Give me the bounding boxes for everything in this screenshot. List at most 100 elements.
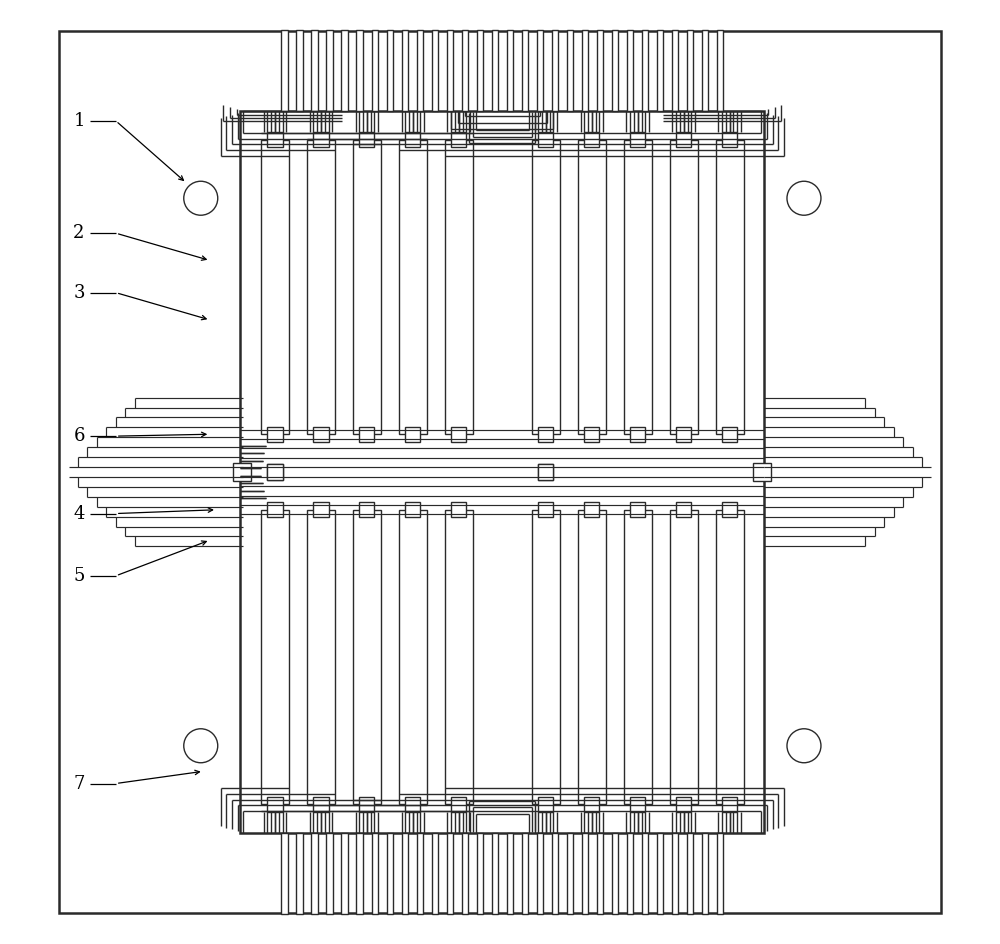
Bar (405, 502, 420, 517)
Bar (630, 797, 645, 812)
Bar (267, 132, 283, 147)
Bar (676, 132, 691, 147)
Bar (399, 140, 427, 434)
Bar (578, 510, 606, 804)
Bar (670, 140, 698, 434)
Bar (630, 502, 645, 517)
Bar (233, 463, 251, 481)
Bar (753, 463, 771, 481)
Bar (356, 833, 363, 914)
Bar (624, 140, 652, 434)
Bar (537, 833, 543, 914)
Bar (492, 833, 498, 914)
Bar (451, 427, 466, 442)
Bar (627, 30, 633, 111)
Bar (399, 510, 427, 804)
Bar (462, 833, 468, 914)
Bar (359, 797, 374, 812)
Bar (492, 30, 498, 111)
Bar (582, 833, 588, 914)
Bar (538, 464, 553, 480)
Bar (359, 132, 374, 147)
Bar (702, 30, 708, 111)
Bar (353, 140, 381, 434)
Bar (296, 833, 303, 914)
Bar (326, 833, 333, 914)
Bar (445, 510, 473, 804)
Bar (359, 427, 374, 442)
Bar (676, 427, 691, 442)
Bar (447, 30, 453, 111)
Bar (552, 833, 558, 914)
Text: 6: 6 (73, 427, 85, 446)
Bar (267, 464, 283, 480)
Bar (307, 510, 335, 804)
Bar (405, 132, 420, 147)
Bar (372, 833, 378, 914)
Bar (676, 502, 691, 517)
Bar (538, 502, 553, 517)
Bar (353, 510, 381, 804)
Bar (538, 427, 553, 442)
Bar (716, 510, 744, 804)
Bar (672, 833, 678, 914)
Bar (538, 132, 553, 147)
Bar (356, 30, 363, 111)
Bar (670, 510, 698, 804)
Bar (402, 833, 408, 914)
Bar (538, 797, 553, 812)
Bar (267, 797, 283, 812)
Bar (451, 502, 466, 517)
Bar (612, 833, 618, 914)
Bar (722, 132, 737, 147)
Bar (267, 502, 283, 517)
Bar (578, 140, 606, 434)
Bar (445, 140, 473, 434)
Bar (584, 427, 599, 442)
Bar (477, 30, 483, 111)
Bar (676, 797, 691, 812)
Bar (402, 30, 408, 111)
Bar (722, 797, 737, 812)
Bar (313, 797, 329, 812)
Bar (405, 427, 420, 442)
Bar (722, 502, 737, 517)
Bar (552, 30, 558, 111)
Bar (538, 464, 553, 480)
Bar (326, 30, 333, 111)
Bar (372, 30, 378, 111)
Bar (584, 502, 599, 517)
Bar (717, 30, 723, 111)
Bar (451, 132, 466, 147)
Bar (716, 140, 744, 434)
Text: 2: 2 (73, 224, 85, 243)
Bar (522, 30, 528, 111)
Bar (447, 833, 453, 914)
Bar (537, 30, 543, 111)
Bar (261, 140, 289, 434)
Bar (597, 833, 603, 914)
Bar (642, 30, 648, 111)
Bar (717, 833, 723, 914)
Bar (311, 833, 318, 914)
Bar (507, 833, 513, 914)
Bar (687, 833, 693, 914)
Bar (313, 427, 329, 442)
Bar (296, 30, 303, 111)
Bar (507, 30, 513, 111)
Text: 4: 4 (73, 504, 85, 523)
Bar (624, 510, 652, 804)
Bar (584, 132, 599, 147)
Bar (387, 30, 393, 111)
Bar (532, 140, 560, 434)
Bar (687, 30, 693, 111)
Text: 7: 7 (73, 774, 85, 793)
Bar (567, 833, 573, 914)
Bar (722, 427, 737, 442)
Bar (597, 30, 603, 111)
Bar (313, 132, 329, 147)
Bar (359, 502, 374, 517)
Bar (584, 797, 599, 812)
Bar (313, 502, 329, 517)
Bar (451, 797, 466, 812)
